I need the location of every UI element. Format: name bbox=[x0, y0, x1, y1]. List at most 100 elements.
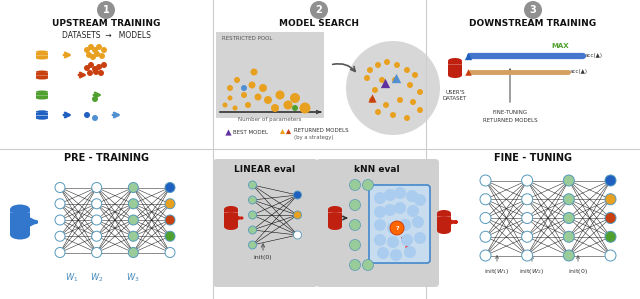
Circle shape bbox=[367, 67, 373, 73]
Point bbox=[463, 70, 473, 74]
Circle shape bbox=[375, 109, 381, 115]
Circle shape bbox=[290, 93, 300, 103]
Point bbox=[391, 76, 401, 80]
Text: init(0): init(0) bbox=[253, 256, 272, 260]
Circle shape bbox=[374, 192, 386, 204]
Circle shape bbox=[362, 260, 374, 271]
Text: 3: 3 bbox=[530, 5, 536, 15]
Circle shape bbox=[407, 205, 419, 217]
Circle shape bbox=[84, 47, 90, 53]
Circle shape bbox=[349, 219, 360, 231]
Circle shape bbox=[165, 182, 175, 193]
Circle shape bbox=[404, 115, 410, 121]
Circle shape bbox=[165, 215, 175, 225]
Circle shape bbox=[248, 211, 257, 219]
Circle shape bbox=[349, 179, 360, 190]
Circle shape bbox=[374, 206, 386, 218]
Circle shape bbox=[92, 248, 102, 257]
FancyBboxPatch shape bbox=[369, 185, 430, 263]
Text: DOWNSTREAM TRAINING: DOWNSTREAM TRAINING bbox=[469, 19, 596, 28]
Circle shape bbox=[129, 248, 138, 257]
Text: FINE-TUNING: FINE-TUNING bbox=[492, 111, 527, 115]
Circle shape bbox=[165, 199, 175, 209]
Circle shape bbox=[397, 97, 403, 103]
FancyBboxPatch shape bbox=[224, 209, 238, 227]
Circle shape bbox=[55, 199, 65, 209]
Circle shape bbox=[92, 96, 98, 102]
Text: FINE - TUNING: FINE - TUNING bbox=[494, 153, 572, 163]
Text: MODEL SEARCH: MODEL SEARCH bbox=[279, 19, 359, 28]
Circle shape bbox=[223, 103, 227, 108]
Circle shape bbox=[248, 241, 257, 249]
Circle shape bbox=[480, 213, 491, 223]
Circle shape bbox=[394, 62, 400, 68]
Text: DATASET: DATASET bbox=[443, 97, 467, 101]
Text: $W_2$: $W_2$ bbox=[90, 272, 104, 284]
Point bbox=[223, 129, 233, 134]
Circle shape bbox=[480, 194, 491, 205]
Circle shape bbox=[364, 75, 370, 81]
Circle shape bbox=[563, 213, 574, 223]
Ellipse shape bbox=[36, 51, 48, 53]
Circle shape bbox=[390, 112, 396, 118]
Circle shape bbox=[84, 112, 90, 118]
Circle shape bbox=[372, 87, 378, 93]
Circle shape bbox=[92, 66, 98, 72]
FancyBboxPatch shape bbox=[216, 31, 323, 118]
Circle shape bbox=[264, 96, 272, 104]
Circle shape bbox=[384, 189, 396, 201]
Circle shape bbox=[87, 70, 93, 76]
Circle shape bbox=[86, 52, 92, 58]
Circle shape bbox=[480, 175, 491, 186]
Circle shape bbox=[522, 231, 532, 242]
Circle shape bbox=[349, 239, 360, 251]
Circle shape bbox=[92, 215, 102, 225]
Circle shape bbox=[271, 104, 279, 112]
Ellipse shape bbox=[36, 117, 48, 120]
Circle shape bbox=[248, 196, 257, 204]
Text: (by a strategy): (by a strategy) bbox=[294, 135, 333, 141]
Circle shape bbox=[407, 82, 413, 88]
Ellipse shape bbox=[36, 77, 48, 80]
Circle shape bbox=[234, 77, 240, 83]
Circle shape bbox=[605, 231, 616, 242]
FancyBboxPatch shape bbox=[36, 52, 48, 58]
Circle shape bbox=[300, 103, 310, 114]
Circle shape bbox=[98, 70, 104, 76]
Circle shape bbox=[90, 54, 96, 60]
Circle shape bbox=[55, 215, 65, 225]
FancyBboxPatch shape bbox=[316, 159, 439, 287]
Circle shape bbox=[414, 232, 426, 244]
Circle shape bbox=[55, 231, 65, 241]
Circle shape bbox=[310, 1, 328, 19]
Circle shape bbox=[284, 100, 292, 109]
Text: $W_3$: $W_3$ bbox=[126, 272, 140, 284]
Circle shape bbox=[387, 236, 399, 248]
FancyBboxPatch shape bbox=[36, 92, 48, 98]
FancyBboxPatch shape bbox=[36, 72, 48, 78]
Circle shape bbox=[129, 182, 138, 193]
Circle shape bbox=[84, 65, 90, 71]
Circle shape bbox=[292, 105, 298, 111]
Circle shape bbox=[250, 68, 257, 76]
Ellipse shape bbox=[328, 223, 342, 230]
Circle shape bbox=[394, 202, 406, 214]
Circle shape bbox=[412, 216, 424, 228]
Circle shape bbox=[383, 102, 389, 108]
Circle shape bbox=[349, 260, 360, 271]
Circle shape bbox=[417, 89, 423, 95]
Text: ?: ? bbox=[395, 225, 399, 231]
Circle shape bbox=[101, 62, 107, 68]
Circle shape bbox=[93, 69, 99, 75]
Ellipse shape bbox=[10, 230, 30, 239]
Circle shape bbox=[92, 182, 102, 193]
Circle shape bbox=[524, 1, 542, 19]
Circle shape bbox=[417, 107, 423, 113]
Text: LINEAR eval: LINEAR eval bbox=[234, 164, 296, 173]
Circle shape bbox=[392, 77, 398, 83]
FancyBboxPatch shape bbox=[437, 213, 451, 231]
Point bbox=[463, 54, 473, 58]
Circle shape bbox=[563, 231, 574, 242]
Text: $\mathrm{init}(0)$: $\mathrm{init}(0)$ bbox=[568, 268, 588, 277]
Text: UPSTREAM TRAINING: UPSTREAM TRAINING bbox=[52, 19, 160, 28]
